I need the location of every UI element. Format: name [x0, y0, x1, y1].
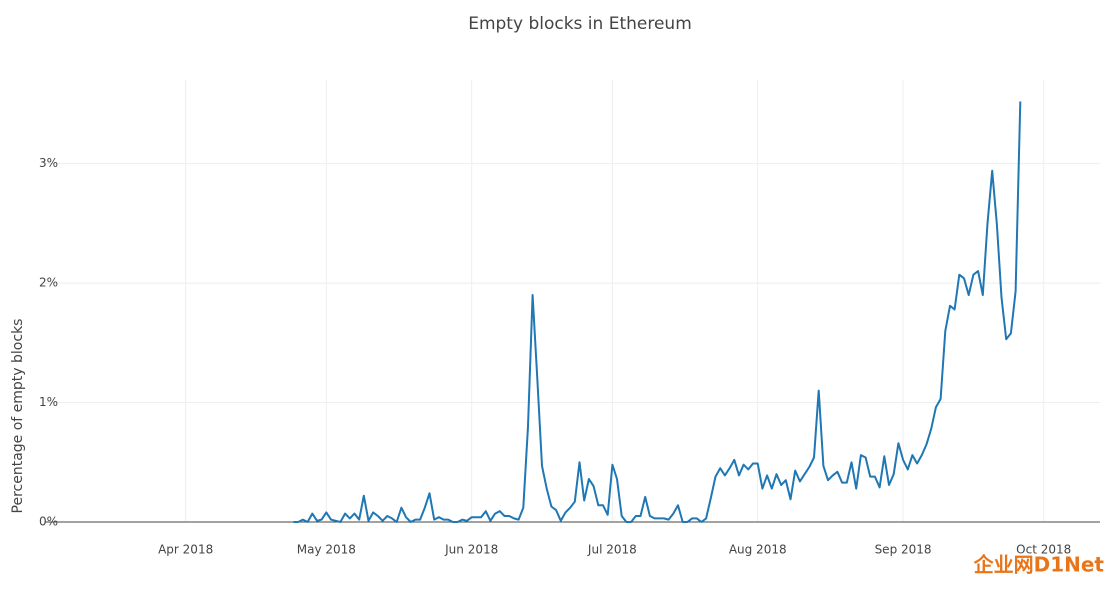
chart-title: Empty blocks in Ethereum	[468, 14, 692, 34]
x-tick-label: Apr 2018	[158, 543, 213, 557]
x-tick-label: Jul 2018	[587, 543, 637, 557]
y-tick-label: 2%	[39, 276, 58, 290]
watermark: 企业网D1Net	[973, 553, 1105, 577]
x-tick-label: Oct 2018	[1016, 543, 1071, 557]
data-line	[293, 101, 1022, 523]
x-tick-label: Sep 2018	[875, 543, 932, 557]
y-axis-title: Percentage of empty blocks	[10, 319, 26, 514]
x-tick-label: Aug 2018	[729, 543, 787, 557]
x-tick-label: May 2018	[297, 543, 356, 557]
x-tick-label: Jun 2018	[444, 543, 498, 557]
y-tick-label: 0%	[39, 515, 58, 529]
y-tick-label: 3%	[39, 156, 58, 170]
y-tick-label: 1%	[39, 395, 58, 409]
